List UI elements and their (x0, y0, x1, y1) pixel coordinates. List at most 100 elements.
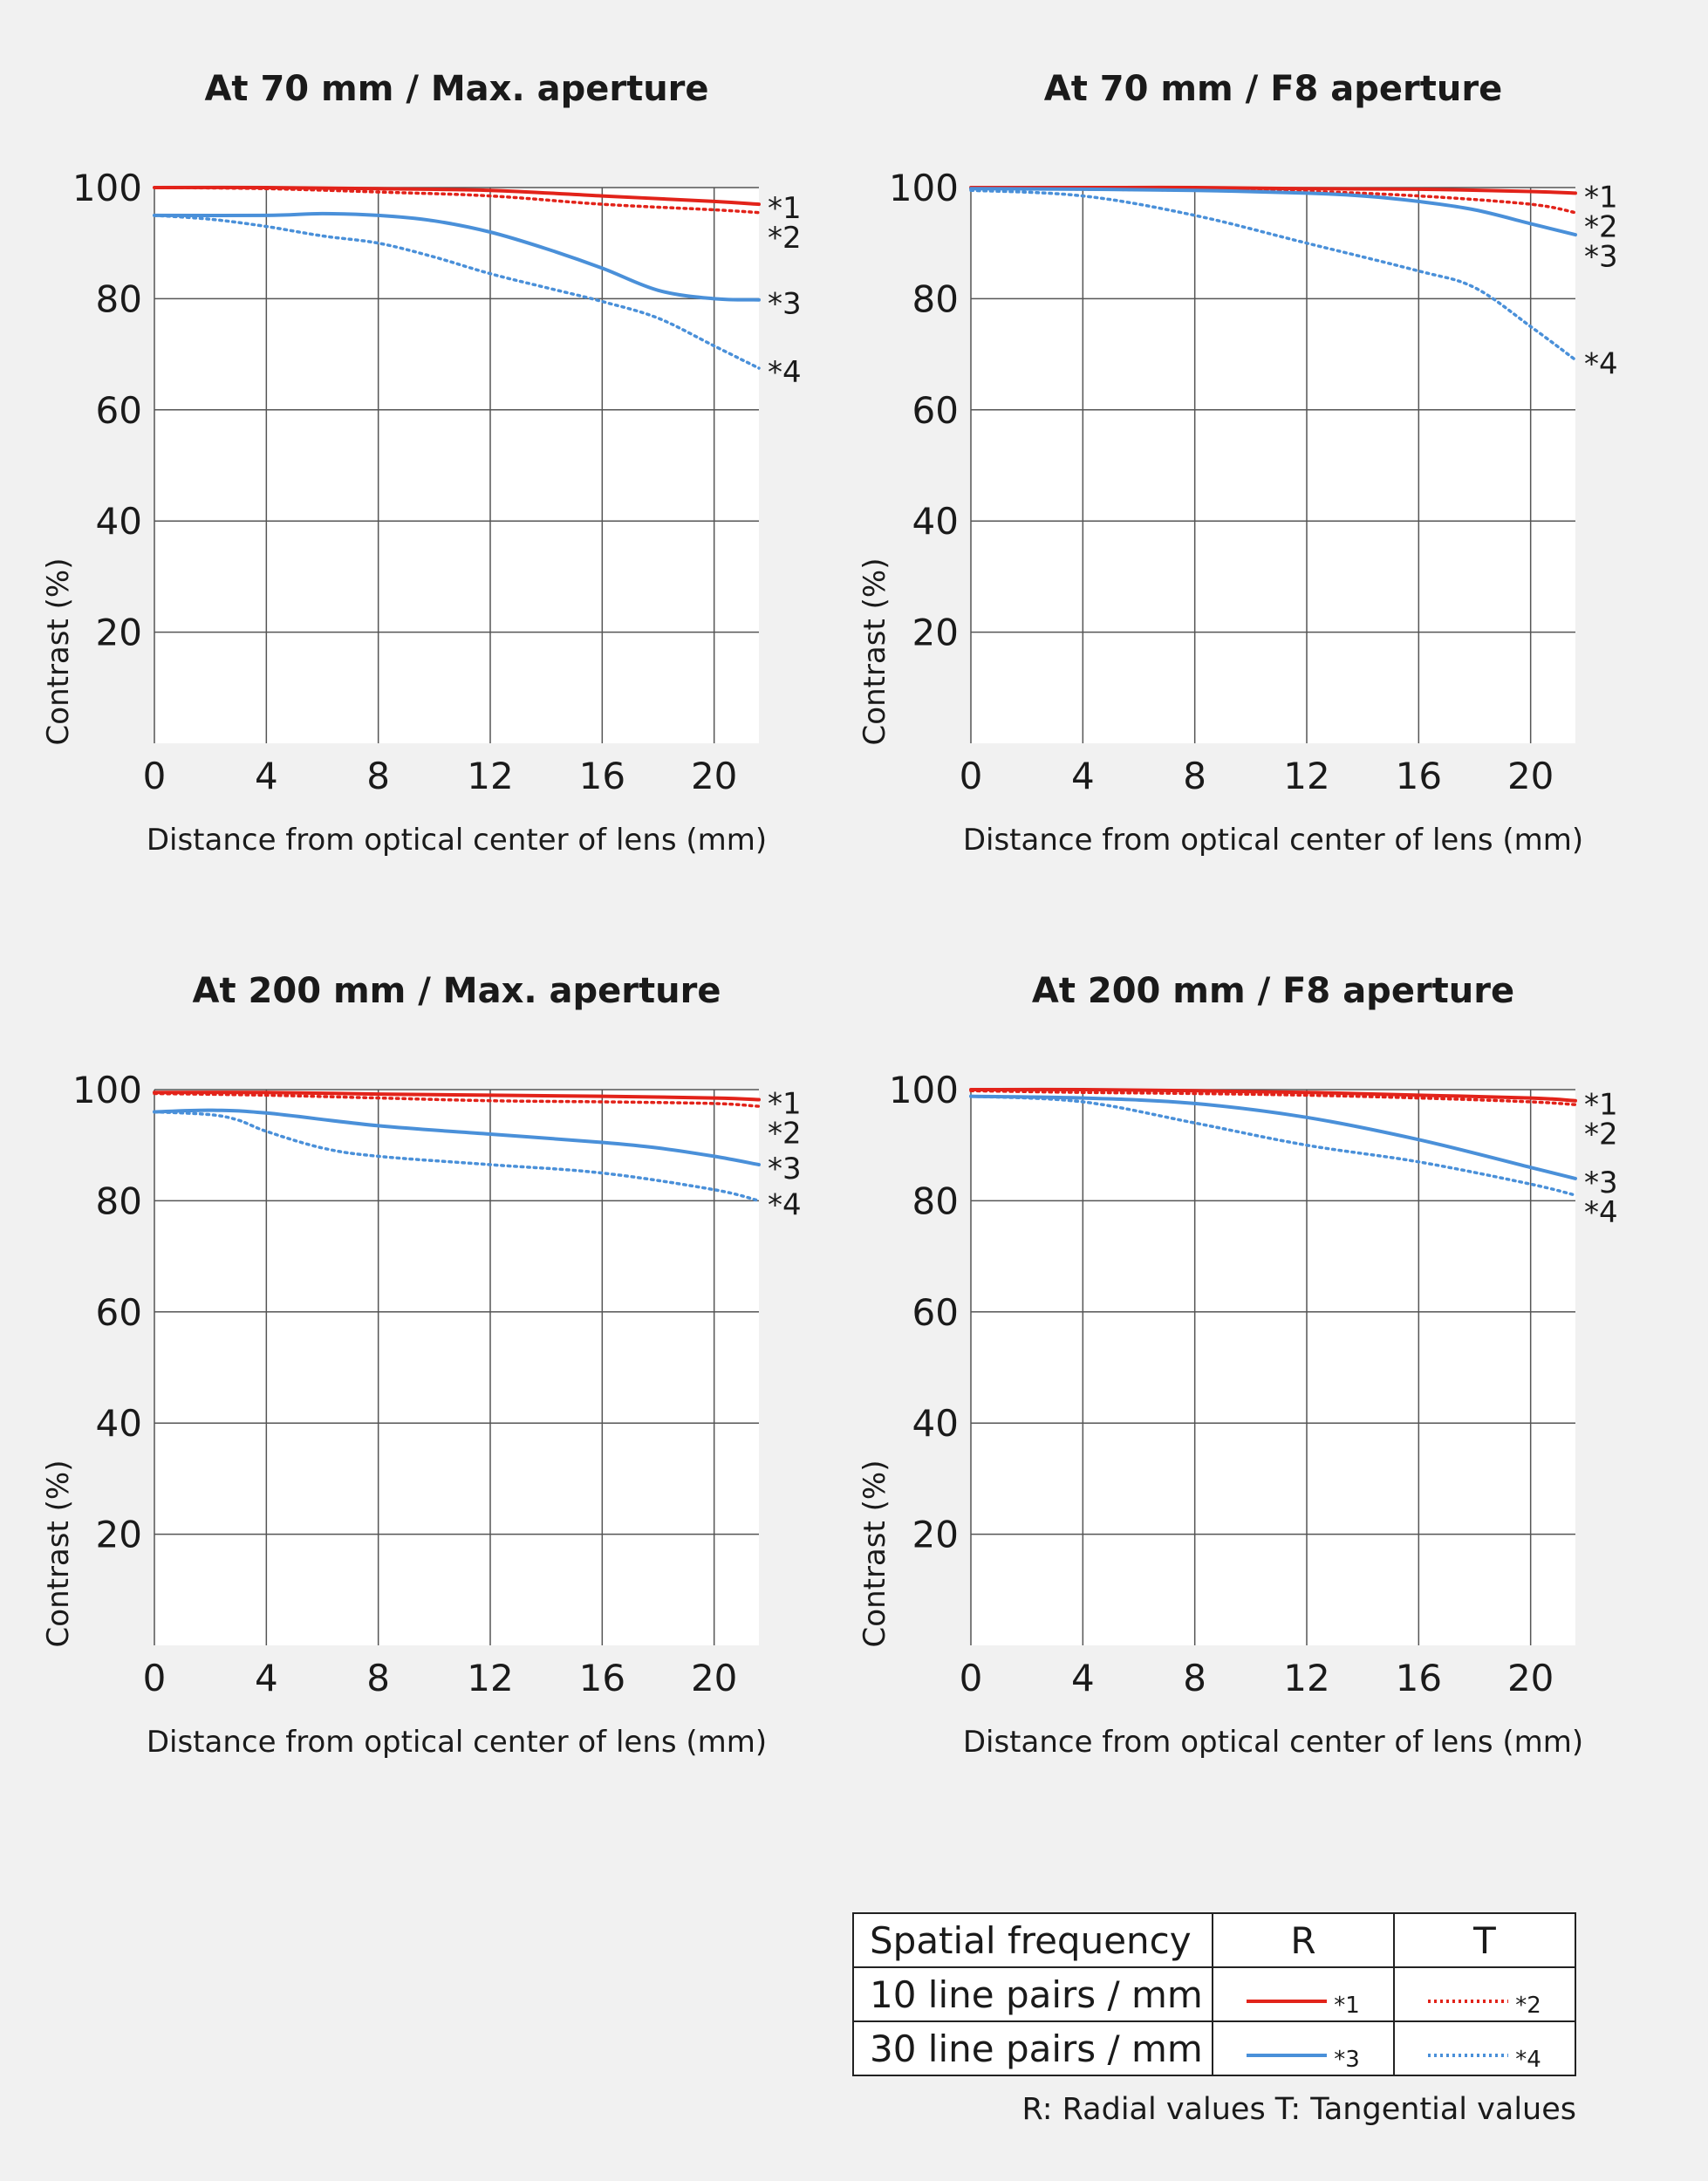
y-tick-label: 100 (72, 167, 142, 209)
y-tick-label: 80 (912, 1179, 959, 1222)
y-tick-label: 20 (912, 612, 959, 654)
y-tick-label: 40 (96, 1402, 142, 1445)
series-end-label: *1 (1584, 1088, 1618, 1123)
y-tick-label: 60 (912, 389, 959, 432)
series-line (969, 187, 1577, 237)
series-end-label: *2 (1584, 209, 1618, 244)
legend-table: Spatial frequency R T 10 line pairs / mm… (852, 1912, 1576, 2076)
legend-mark: *4 (1515, 2046, 1541, 2073)
legend-header-row: Spatial frequency R T (852, 1912, 1576, 1968)
series-end-label: *3 (768, 287, 802, 322)
legend-swatch-tangential-10: *2 (1428, 1984, 1541, 2019)
x-tick-label: 8 (366, 1657, 390, 1699)
y-tick-label: 100 (72, 1069, 142, 1111)
y-tick-label: 60 (912, 1291, 959, 1334)
series-line (153, 211, 761, 302)
legend-header-r: R (1212, 1912, 1395, 1968)
legend-swatch-tangential-30: *4 (1428, 2038, 1541, 2073)
y-tick-label: 60 (96, 1291, 142, 1334)
series-line (153, 1091, 761, 1108)
y-tick-label: 40 (96, 500, 142, 543)
x-tick-label: 4 (255, 755, 278, 797)
y-tick-label: 40 (912, 1402, 959, 1445)
legend-mark: *3 (1334, 2046, 1360, 2073)
x-tick-label: 0 (960, 755, 983, 797)
y-tick-label: 60 (96, 389, 142, 432)
y-axis-label: Contrast (%) (41, 1460, 76, 1648)
legend-mark: *2 (1515, 1992, 1541, 2019)
y-tick-label: 100 (889, 1069, 959, 1111)
x-tick-label: 12 (467, 1657, 513, 1699)
legend-swatch-radial-10: *1 (1247, 1984, 1360, 2019)
y-axis-label: Contrast (%) (857, 1460, 892, 1648)
series-end-label: *1 (1584, 180, 1618, 215)
x-tick-label: 16 (1396, 755, 1442, 797)
x-tick-label: 0 (143, 1657, 167, 1699)
legend-swatch-radial-30: *3 (1247, 2038, 1360, 2073)
legend: Spatial frequency R T 10 line pairs / mm… (852, 1912, 1576, 2127)
legend-row-label: 30 line pairs / mm (852, 2020, 1213, 2076)
x-tick-label: 8 (366, 755, 390, 797)
series-line (153, 214, 761, 370)
series-end-label: *1 (768, 1086, 802, 1121)
y-tick-label: 80 (96, 277, 142, 320)
series-line (153, 1110, 761, 1203)
x-axis-label: Distance from optical center of lens (mm… (963, 823, 1583, 858)
y-axis-label: Contrast (%) (857, 558, 892, 746)
x-tick-label: 12 (467, 755, 513, 797)
legend-row-label: 10 line pairs / mm (852, 1966, 1213, 2022)
x-axis-label: Distance from optical center of lens (mm… (147, 823, 767, 858)
x-tick-label: 0 (960, 1657, 983, 1699)
y-tick-label: 80 (96, 1179, 142, 1222)
series-line (153, 1108, 761, 1166)
legend-t-cell: *4 (1393, 2020, 1576, 2076)
series-end-label: *2 (768, 1116, 802, 1151)
legend-t-cell: *2 (1393, 1966, 1576, 2022)
series-end-label: *4 (1584, 346, 1618, 381)
legend-header-label: Spatial frequency (852, 1912, 1213, 1968)
chart-title: At 200 mm / F8 aperture (1032, 971, 1514, 1011)
mtf-chart-panel: *1*2*3 *4 100 80 60 40 20 0 4 8 12 16 20 At 70 mm / F… (857, 69, 1618, 858)
x-tick-label: 4 (255, 1657, 278, 1699)
plot-area (971, 188, 1575, 743)
series-line (969, 1087, 1577, 1103)
series-end-label: *2 (1584, 1118, 1618, 1152)
series-line (969, 1094, 1577, 1197)
y-tick-label: 40 (912, 500, 959, 543)
x-tick-label: 8 (1183, 1657, 1206, 1699)
legend-r-cell: *1 (1212, 1966, 1395, 2022)
series-end-label: *3 (1584, 239, 1618, 274)
series-end-label: *2 (768, 221, 802, 256)
x-tick-label: 16 (579, 755, 625, 797)
chart-title: At 70 mm / Max. aperture (204, 69, 708, 109)
legend-header-t: T (1393, 1912, 1576, 1968)
x-tick-label: 16 (579, 1657, 625, 1699)
plot-area (154, 1090, 759, 1645)
legend-row: 10 line pairs / mm *1 *2 (852, 1966, 1576, 2022)
series-line (969, 1089, 1577, 1106)
series-end-label: *3 (768, 1152, 802, 1186)
series-line (969, 188, 1577, 362)
series-line (153, 1090, 761, 1102)
x-tick-label: 16 (1396, 1657, 1442, 1699)
x-tick-label: 12 (1283, 755, 1329, 797)
plot-area (971, 1090, 1575, 1645)
chart-title: At 70 mm / F8 aperture (1044, 69, 1502, 109)
mtf-chart-panel: *1*2 *3 *4 100 80 60 40 20 0 4 8 12 16 20 At 70 mm / M… (41, 69, 802, 858)
series-end-label: *4 (1584, 1195, 1618, 1230)
series-end-label: *4 (768, 355, 802, 390)
chart-title: At 200 mm / Max. aperture (193, 971, 721, 1011)
y-axis-label: Contrast (%) (41, 558, 76, 746)
legend-mark: *1 (1334, 1992, 1360, 2019)
series-end-label: *3 (1584, 1166, 1618, 1200)
x-tick-label: 12 (1283, 1657, 1329, 1699)
x-tick-label: 4 (1071, 1657, 1095, 1699)
legend-r-cell: *3 (1212, 2020, 1395, 2076)
x-tick-label: 20 (691, 755, 737, 797)
y-tick-label: 100 (889, 167, 959, 209)
series-end-label: *1 (768, 191, 802, 226)
x-tick-label: 0 (143, 755, 167, 797)
